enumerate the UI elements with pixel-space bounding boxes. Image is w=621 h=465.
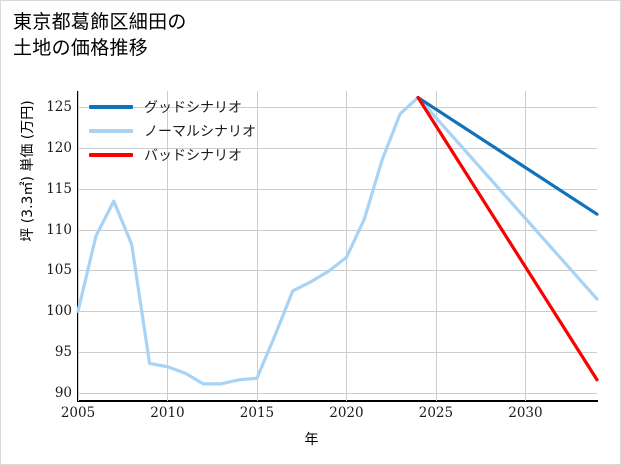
gridline-horizontal xyxy=(78,188,597,190)
series-lines xyxy=(76,95,599,386)
gridline-horizontal xyxy=(78,311,597,313)
legend-color-swatch xyxy=(89,105,133,109)
legend-label: グッドシナリオ xyxy=(144,100,242,116)
gridline-vertical xyxy=(435,91,437,401)
gridline-horizontal xyxy=(78,270,597,272)
x-axis-tick-label: 2010 xyxy=(150,405,185,421)
gridline-vertical xyxy=(167,91,169,401)
series-line xyxy=(76,95,599,386)
y-axis-tick-label: 120 xyxy=(46,140,72,157)
legend-label: バッドシナリオ xyxy=(144,148,242,164)
gridline-vertical xyxy=(346,91,348,401)
y-axis-tick-label: 125 xyxy=(46,99,72,116)
y-axis-tick-label: 100 xyxy=(46,303,72,320)
chart-title: 東京都葛飾区細田の 土地の価格推移 xyxy=(13,11,187,59)
gridline-horizontal xyxy=(78,107,597,109)
legend-item[interactable]: ノーマルシナリオ xyxy=(89,119,319,143)
y-axis-tick-label: 105 xyxy=(46,262,72,279)
x-axis-tick-label: 2030 xyxy=(508,405,543,421)
gridline-horizontal xyxy=(78,229,597,231)
gridline-horizontal xyxy=(78,392,597,394)
y-axis-title: 坪 (3.3㎡) 単価 (万円) xyxy=(20,100,36,242)
y-axis-tick-label: 115 xyxy=(46,180,72,197)
gridline-vertical xyxy=(78,91,79,401)
series-line xyxy=(416,95,599,382)
plot-area xyxy=(76,91,599,401)
legend-label: ノーマルシナリオ xyxy=(144,124,256,140)
legend-color-swatch xyxy=(89,153,133,157)
y-axis-tick-labels: 90 95 100 105 110 115 120 125 xyxy=(1,1,78,464)
y-axis-tick-label: 90 xyxy=(54,384,72,401)
gridline-vertical xyxy=(525,91,527,401)
y-axis-tick-label: 95 xyxy=(54,344,72,361)
chart-legend: グッドシナリオ ノーマルシナリオ バッドシナリオ xyxy=(89,95,319,167)
legend-color-swatch xyxy=(89,129,133,133)
x-axis-title: 年 xyxy=(304,432,319,448)
gridline-horizontal xyxy=(78,352,597,354)
x-axis-tick-label: 2020 xyxy=(329,405,364,421)
gridline-vertical xyxy=(256,91,258,401)
x-axis-tick-label: 2025 xyxy=(418,405,454,421)
series-line xyxy=(416,95,599,216)
gridline-horizontal xyxy=(78,148,597,150)
x-axis-spine xyxy=(78,400,598,402)
x-axis-tick-label: 2015 xyxy=(239,405,275,421)
y-axis-tick-label: 110 xyxy=(46,221,72,238)
x-axis-tick-label: 2005 xyxy=(60,405,96,421)
legend-item[interactable]: バッドシナリオ xyxy=(89,143,319,167)
legend-item[interactable]: グッドシナリオ xyxy=(89,95,319,119)
